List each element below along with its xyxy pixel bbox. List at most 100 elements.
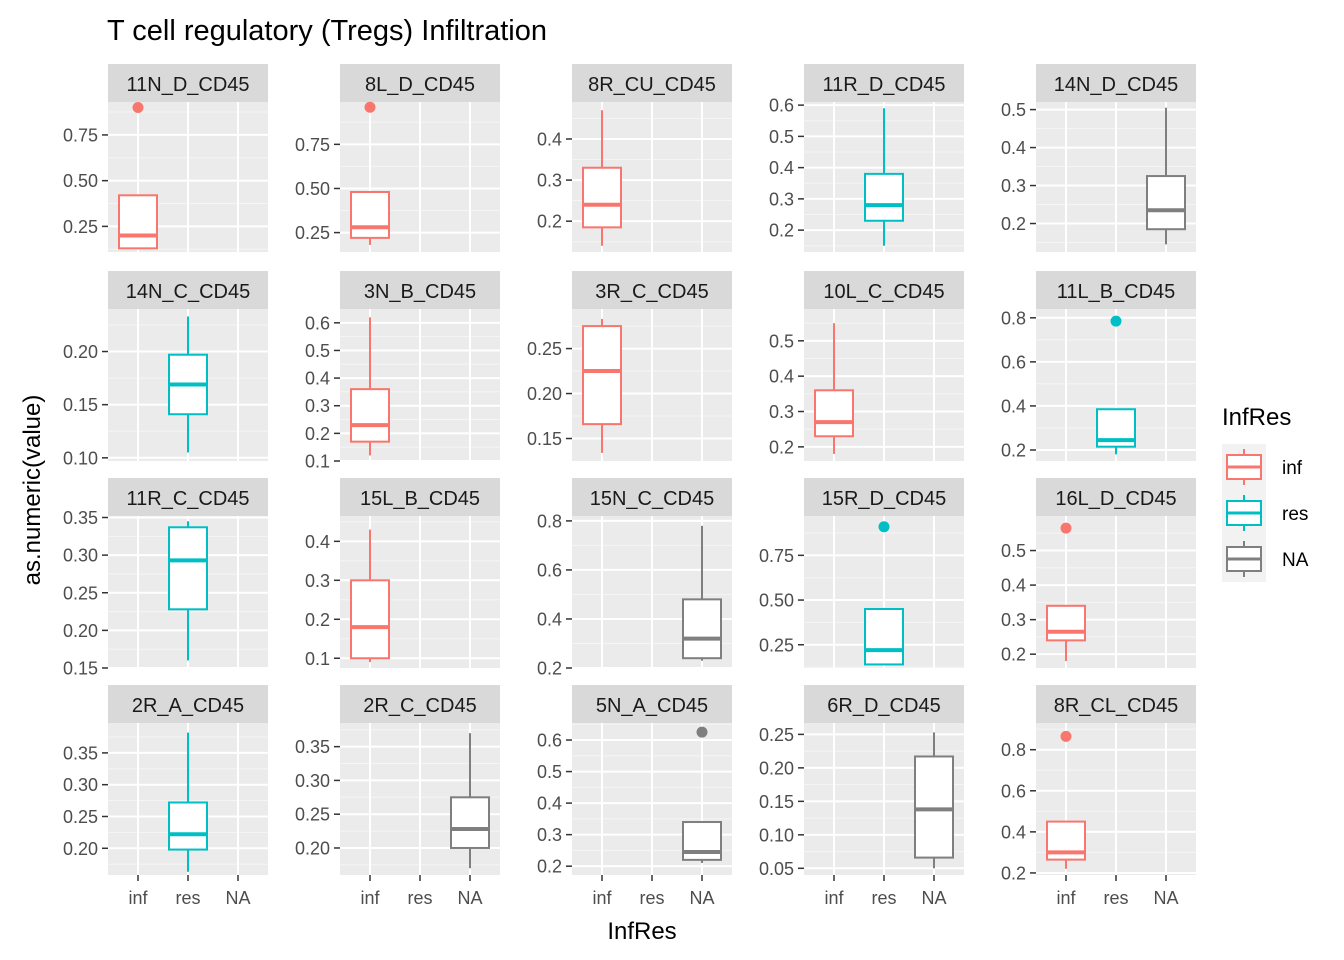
y-tick-label: 0.30 — [63, 775, 98, 795]
facet-strip-label: 11N_D_CD45 — [126, 74, 249, 96]
y-tick-label: 0.4 — [1001, 822, 1026, 842]
chart-title: T cell regulatory (Tregs) Infiltration — [107, 15, 547, 47]
y-tick-label: 0.4 — [537, 794, 562, 814]
y-tick-label: 0.5 — [1001, 541, 1026, 561]
x-tick-label: res — [871, 888, 896, 908]
y-tick-label: 0.15 — [527, 429, 562, 449]
facet-strip — [340, 271, 500, 309]
y-tick-label: 0.3 — [769, 402, 794, 422]
legend-title: InfRes — [1222, 404, 1291, 431]
y-tick-label: 0.75 — [63, 125, 98, 145]
facet-strip-label: 8L_D_CD45 — [365, 74, 475, 96]
legend-item: NA — [1222, 536, 1309, 582]
y-tick-label: 0.35 — [63, 743, 98, 763]
box-iqr — [582, 166, 622, 229]
y-tick-label: 0.3 — [769, 189, 794, 209]
y-tick-label: 0.75 — [295, 135, 330, 155]
y-tick-label: 0.4 — [1001, 576, 1026, 596]
facet-strip-label: 6R_D_CD45 — [827, 695, 940, 717]
y-tick-label: 0.2 — [1001, 863, 1026, 883]
y-tick-label: 0.50 — [295, 179, 330, 199]
box-iqr — [350, 191, 390, 239]
y-axis-title: as.numeric(value) — [19, 395, 46, 586]
facet-panel: 2R_C_CD45 0.20 0.25 0.30 0.35 inf res NA — [295, 685, 500, 908]
y-tick-label: 0.1 — [305, 452, 330, 472]
box-iqr — [864, 172, 904, 222]
facet-panel: 14N_D_CD45 0.2 0.3 0.4 0.5 — [1001, 64, 1196, 252]
facet-strip-label: 11R_C_CD45 — [126, 488, 249, 510]
facet-panel: 11R_C_CD45 0.15 0.20 0.25 0.30 0.35 — [63, 478, 268, 679]
y-tick-label: 0.8 — [1001, 740, 1026, 760]
facet-strip — [804, 685, 964, 723]
y-tick-label: 0.75 — [759, 546, 794, 566]
facet-strip — [1036, 685, 1196, 723]
facet-strip-label: 3R_C_CD45 — [595, 281, 708, 303]
y-tick-label: 0.6 — [537, 731, 562, 751]
y-tick-label: 0.2 — [1001, 645, 1026, 665]
y-tick-label: 0.3 — [1001, 610, 1026, 630]
box-iqr — [682, 598, 722, 660]
y-tick-label: 0.3 — [305, 396, 330, 416]
y-tick-label: 0.2 — [1001, 440, 1026, 460]
y-tick-label: 0.50 — [759, 591, 794, 611]
facet-panel: 15L_B_CD45 0.1 0.2 0.3 0.4 — [305, 478, 500, 669]
facet-strip — [108, 64, 268, 102]
box-iqr — [682, 821, 722, 861]
y-tick-label: 0.6 — [769, 96, 794, 116]
facet-strip — [108, 271, 268, 309]
y-tick-label: 0.2 — [769, 437, 794, 457]
facet-strip — [572, 271, 732, 309]
y-tick-label: 0.4 — [769, 158, 794, 178]
y-tick-label: 0.15 — [759, 792, 794, 812]
box-iqr — [350, 579, 390, 660]
outlier-point — [1060, 522, 1072, 534]
facet-strip-label: 10L_C_CD45 — [823, 281, 944, 303]
facet-strip-label: 14N_D_CD45 — [1054, 74, 1179, 96]
y-tick-label: 0.4 — [537, 129, 562, 149]
y-tick-label: 0.25 — [295, 805, 330, 825]
y-tick-label: 0.50 — [63, 171, 98, 191]
facet-strip-label: 15N_C_CD45 — [590, 488, 715, 510]
y-tick-label: 0.4 — [1001, 138, 1026, 158]
x-tick-label: inf — [128, 888, 148, 908]
y-tick-label: 0.25 — [63, 217, 98, 237]
facet-panel: 8R_CU_CD45 0.2 0.3 0.4 — [537, 64, 732, 252]
facet-panel: 15N_C_CD45 0.2 0.4 0.6 0.8 — [537, 478, 732, 679]
y-tick-label: 0.8 — [537, 511, 562, 531]
legend-label: inf — [1282, 458, 1303, 479]
outlier-point — [1110, 315, 1122, 327]
facet-panel: 11N_D_CD45 0.25 0.50 0.75 — [63, 64, 268, 252]
facet-strip — [340, 478, 500, 516]
y-tick-label: 0.6 — [305, 313, 330, 333]
facet-strip-label: 2R_C_CD45 — [363, 695, 476, 717]
y-tick-label: 0.25 — [63, 583, 98, 603]
outlier-point — [878, 521, 890, 533]
x-tick-label: NA — [1153, 888, 1178, 908]
y-tick-label: 0.15 — [63, 395, 98, 415]
facet-strip-label: 15R_D_CD45 — [822, 488, 947, 510]
legend-item: res — [1222, 490, 1308, 536]
facet-strip — [804, 64, 964, 102]
facet-panel: 14N_C_CD45 0.10 0.15 0.20 — [63, 271, 268, 468]
x-tick-label: NA — [921, 888, 946, 908]
y-tick-label: 0.6 — [1001, 352, 1026, 372]
x-tick-label: inf — [824, 888, 844, 908]
y-tick-label: 0.3 — [1001, 176, 1026, 196]
box-iqr — [450, 796, 490, 849]
x-tick-label: res — [639, 888, 664, 908]
y-tick-label: 0.25 — [63, 807, 98, 827]
x-tick-label: NA — [457, 888, 482, 908]
legend-label: NA — [1282, 550, 1309, 571]
y-tick-label: 0.10 — [63, 448, 98, 468]
y-tick-label: 0.2 — [305, 610, 330, 630]
facet-panel: 3R_C_CD45 0.15 0.20 0.25 — [527, 271, 732, 461]
y-tick-label: 0.2 — [537, 659, 562, 679]
facet-strip-label: 14N_C_CD45 — [126, 281, 251, 303]
y-tick-label: 0.20 — [759, 758, 794, 778]
facet-strip-label: 8R_CL_CD45 — [1054, 695, 1179, 717]
y-tick-label: 0.2 — [305, 424, 330, 444]
x-tick-label: res — [1103, 888, 1128, 908]
outlier-point — [132, 101, 144, 113]
y-tick-label: 0.20 — [527, 384, 562, 404]
